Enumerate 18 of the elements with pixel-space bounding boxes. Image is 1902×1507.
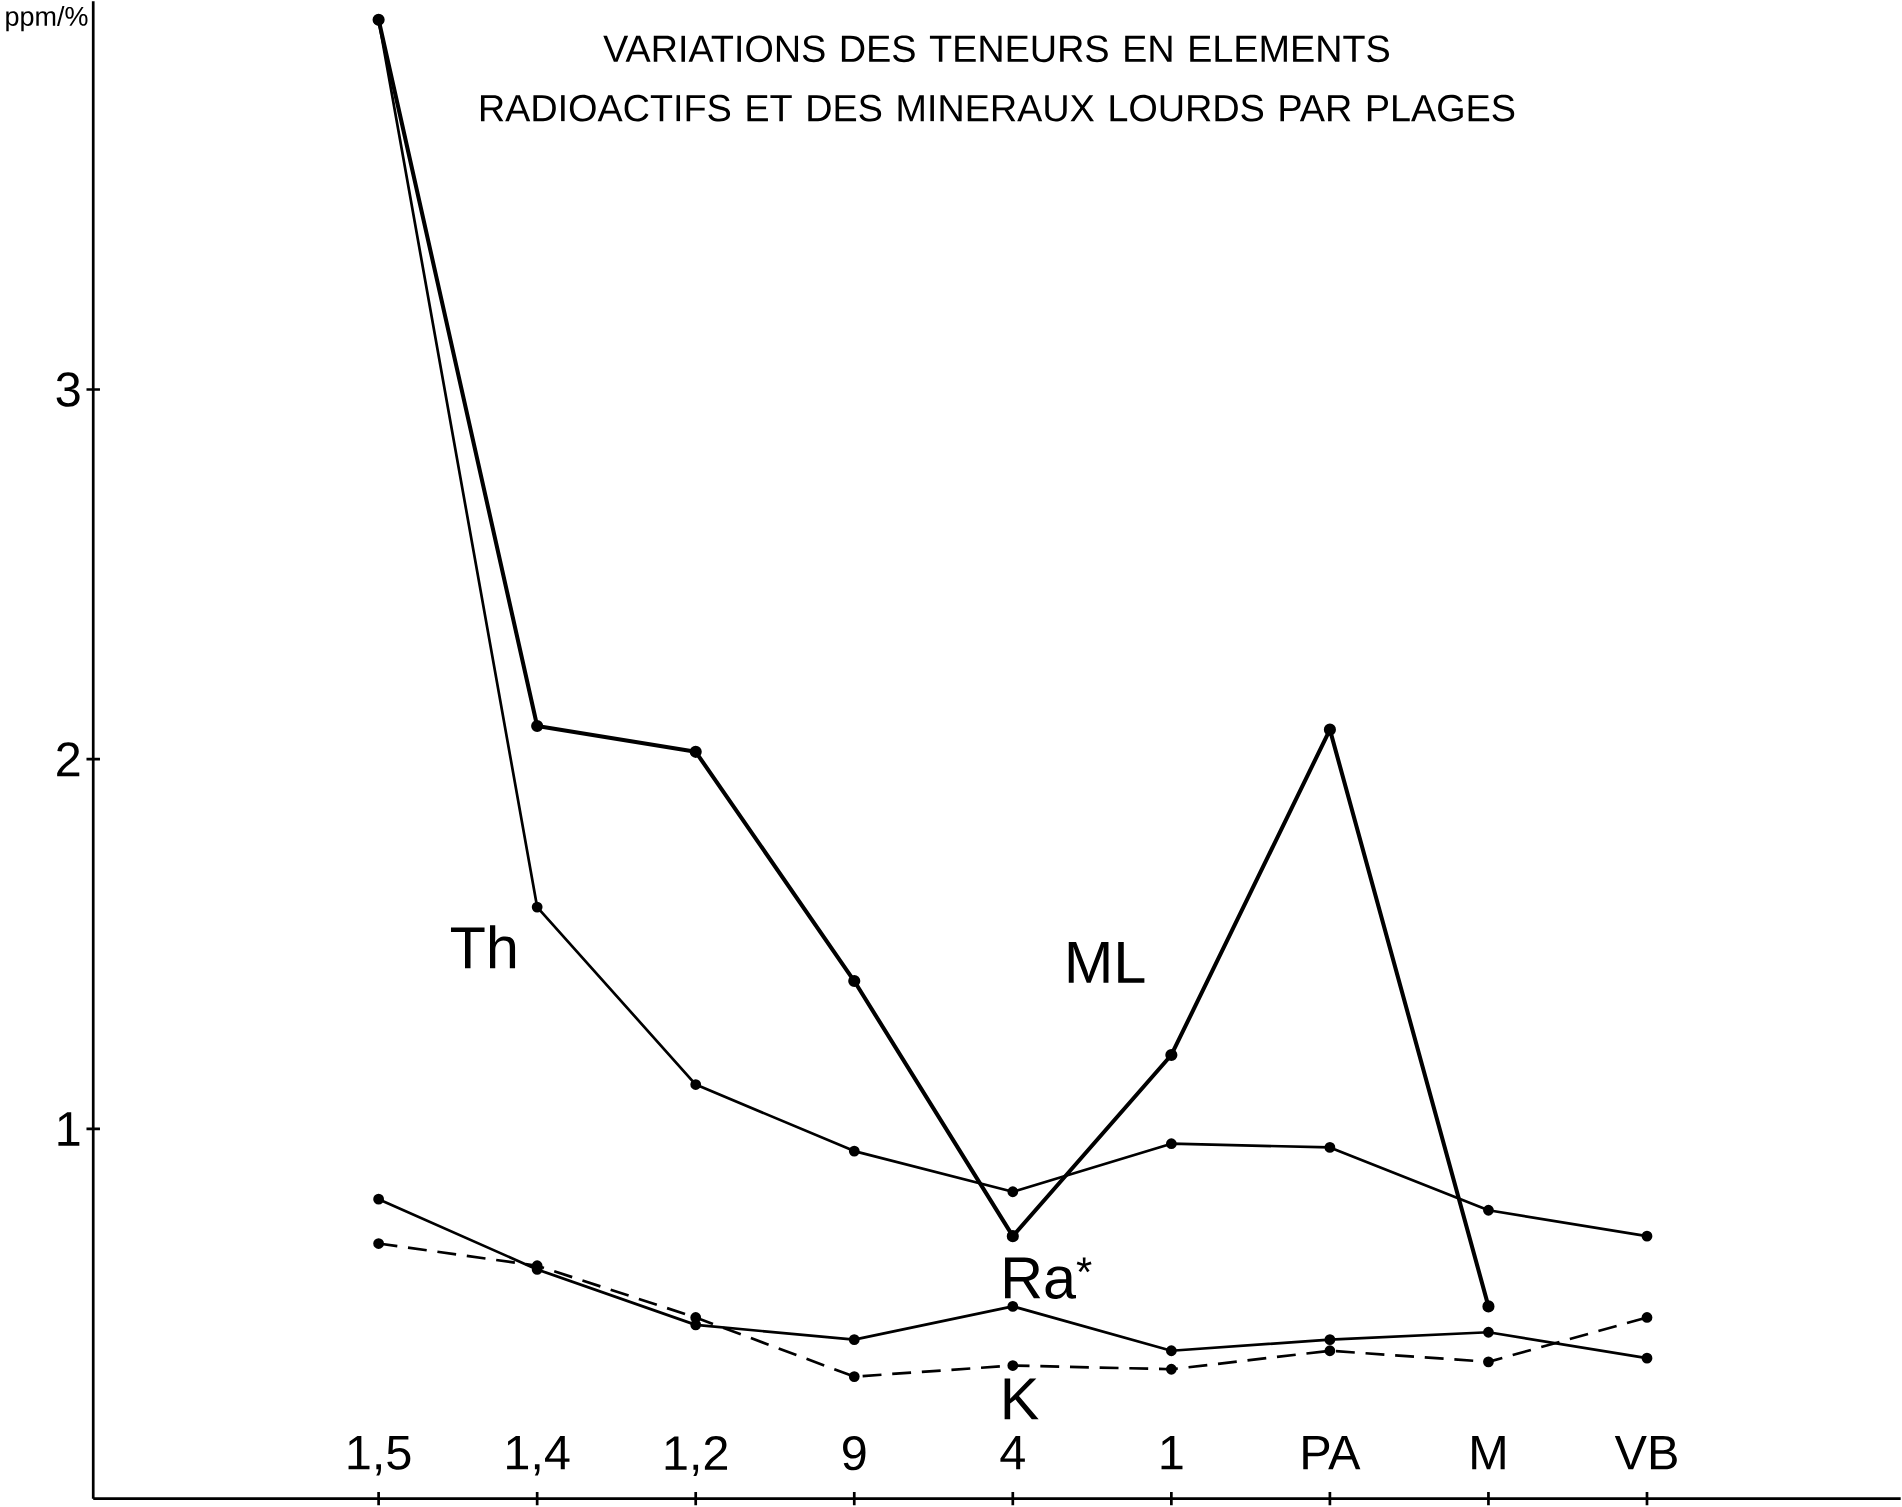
y-tick-label: 2 [57,742,80,777]
x-tick-label: 9 [843,1436,866,1471]
x-tick-label: VB [1614,1436,1677,1470]
x-tick-label: PA [1303,1436,1361,1470]
series-label: K [1004,1378,1039,1420]
x-tick-label: M [1472,1436,1505,1470]
x-tick-label: 4 [1000,1436,1025,1470]
x-tick-label: 1,5 [348,1436,411,1476]
y-tick-label: 3 [56,372,80,407]
y-axis-title: ppm/% [6,6,88,32]
series-label: Ra$^{*}$ [1005,1257,1092,1300]
y-tick-label: 1 [58,1112,80,1146]
x-tick-label: 1,4 [507,1436,570,1476]
x-tick-label: 1 [1161,1436,1183,1470]
series-label: ML [1068,942,1145,983]
series-label: Th [450,925,516,969]
text: VARIATIONS DES TENEURS EN ELEMENTS RADIOACTIFS ET DES MINERAUX LOURDS PAR PLAGES [480,35,1515,122]
x-tick-label: 1,2 [665,1436,728,1477]
